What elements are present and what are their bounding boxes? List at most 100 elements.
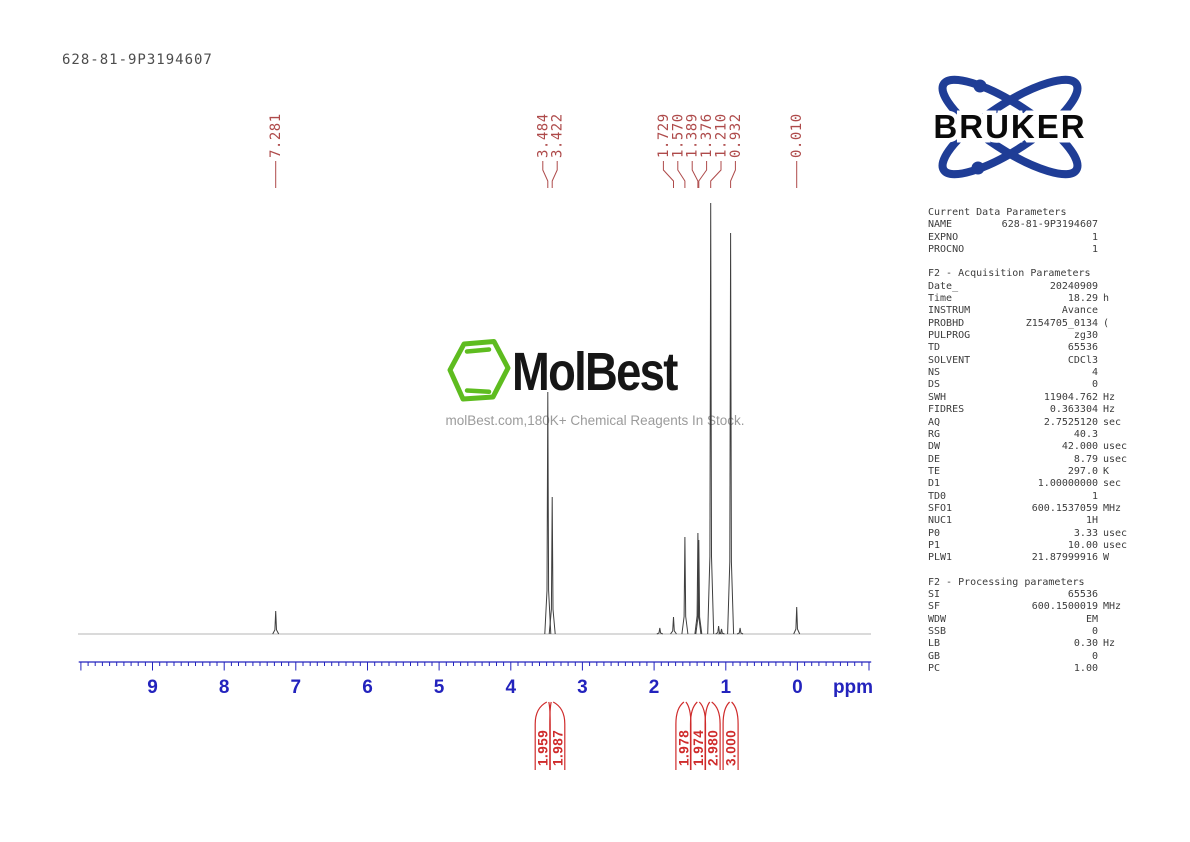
param-unit: [1098, 305, 1134, 317]
param-row: SOLVENT CDCl3: [928, 355, 1134, 367]
integral-bracket-left: [534, 701, 548, 770]
param-name: NAME: [928, 219, 953, 231]
param-unit: W: [1103, 552, 1110, 564]
nmr-peak: [695, 539, 703, 635]
nmr-peak: [681, 536, 689, 635]
param-row: SI 65536: [928, 589, 1134, 601]
param-value: 65536: [1067, 342, 1098, 354]
integral-value-label: 1.974: [691, 730, 706, 766]
param-value: 1.00000000: [1037, 478, 1098, 490]
param-value: 600.1537059: [1031, 502, 1098, 514]
peak-shift-label: 1.570: [670, 113, 686, 158]
param-row: PULPROG zg30: [928, 330, 1134, 342]
param-name: SSB: [928, 626, 947, 637]
param-name: NUC1: [928, 515, 953, 527]
param-name: PC: [928, 663, 941, 675]
x-axis-tick-label: 3: [577, 677, 588, 698]
param-unit: [1098, 219, 1134, 231]
param-name: TD: [928, 342, 941, 354]
integral-bracket-left: [675, 701, 685, 770]
molbest-hexagon-icon: [447, 339, 511, 402]
param-name: PROCNO: [928, 244, 965, 256]
param-row: LB 0.30 Hz: [928, 638, 1134, 650]
param-row: NUC1 1H: [928, 515, 1134, 527]
peak-shift-label: 1.376: [699, 113, 715, 158]
integral-bracket-right: [711, 701, 721, 770]
param-value: 1: [1091, 244, 1098, 256]
param-row: WDW EM: [928, 614, 1134, 626]
param-unit: [1098, 232, 1134, 244]
param-name: LB: [928, 638, 941, 650]
param-value: 1H: [1085, 515, 1098, 527]
param-row: SF 600.1500019 MHz: [928, 601, 1134, 613]
param-section: F2 - Acquisition Parameters Date_ 20240909…: [928, 268, 1134, 564]
param-name: SWH: [928, 391, 947, 403]
param-name: D1: [928, 478, 941, 490]
nmr-peak: [694, 532, 702, 635]
param-unit: [1098, 244, 1134, 256]
param-name: Date_: [928, 280, 959, 292]
peak-shift-label: 3.484: [535, 113, 551, 158]
nmr-peak: [736, 627, 744, 635]
param-name: FIDRES: [928, 404, 965, 416]
param-unit: MHz: [1103, 601, 1122, 613]
integral-value-label: 1.959: [536, 730, 551, 766]
param-unit: [1098, 355, 1134, 367]
param-section-title: F2 - Acquisition Parameters: [928, 268, 1091, 280]
param-unit: [1098, 330, 1134, 342]
integral-bracket-left: [689, 701, 698, 770]
param-name: DW: [928, 441, 941, 453]
param-row: PLW1 21.87999916 W: [928, 552, 1134, 564]
param-value: 628-81-9P3194607: [1001, 219, 1098, 231]
nmr-peak: [718, 628, 725, 635]
param-name: P1: [928, 539, 941, 551]
param-unit: [1098, 367, 1134, 379]
molbest-watermark: MolBest molBest.com,180K+ Chemical Reage…: [432, 337, 758, 428]
param-name: RG: [928, 428, 941, 440]
param-row: DS 0: [928, 379, 1134, 391]
peak-label-connector: [542, 161, 549, 188]
param-value: Avance: [1061, 305, 1098, 317]
param-value: 600.1500019: [1031, 601, 1098, 613]
param-row: SWH 11904.762 Hz: [928, 392, 1134, 404]
param-value: 0: [1091, 379, 1098, 391]
param-row: D1 1.00000000 sec: [928, 478, 1134, 490]
param-row: GB 0: [928, 651, 1134, 663]
bruker-wordmark-outline: BRUKER: [933, 108, 1086, 145]
peak-shift-label: 1.389: [685, 113, 701, 158]
param-unit: [1098, 281, 1134, 293]
param-name: SF: [928, 601, 941, 613]
nmr-peak: [670, 616, 677, 635]
param-unit: MHz: [1103, 502, 1122, 514]
param-row: TD 65536: [928, 342, 1134, 354]
bruker-wordmark: BRUKER: [933, 108, 1086, 145]
nmr-peak: [656, 627, 664, 635]
param-value: 0.30: [1073, 638, 1098, 650]
nmr-peak: [793, 606, 801, 635]
x-axis-tick-label: 4: [506, 677, 517, 698]
x-axis-unit-label: ppm: [833, 677, 873, 698]
param-value: 3.33: [1073, 527, 1098, 539]
param-section-title: F2 - Processing parameters: [928, 576, 1085, 588]
nmr-peak: [548, 496, 556, 635]
param-value: 21.87999916: [1031, 552, 1098, 564]
param-value: 65536: [1067, 588, 1098, 600]
param-section: Current Data Parameters NAME 628-81-9P3194…: [928, 207, 1134, 256]
bruker-ellipse: [938, 75, 1082, 179]
param-unit: [1098, 589, 1134, 601]
param-value: CDCl3: [1067, 354, 1098, 366]
param-unit: [1098, 429, 1134, 441]
param-unit: [1098, 663, 1134, 675]
param-unit: usec: [1103, 441, 1128, 453]
bruker-dot: [973, 79, 987, 93]
param-name: PLW1: [928, 552, 953, 564]
param-value: 0: [1091, 626, 1098, 637]
param-value: 18.29: [1067, 293, 1098, 305]
x-axis-tick-label: 5: [434, 677, 445, 698]
param-row: AQ 2.7525120 sec: [928, 417, 1134, 429]
param-unit: [1098, 342, 1134, 354]
param-row: TD0 1: [928, 491, 1134, 503]
bruker-ellipse: [938, 75, 1082, 179]
param-name: INSTRUM: [928, 305, 971, 317]
param-section-title: Current Data Parameters: [928, 207, 1067, 218]
